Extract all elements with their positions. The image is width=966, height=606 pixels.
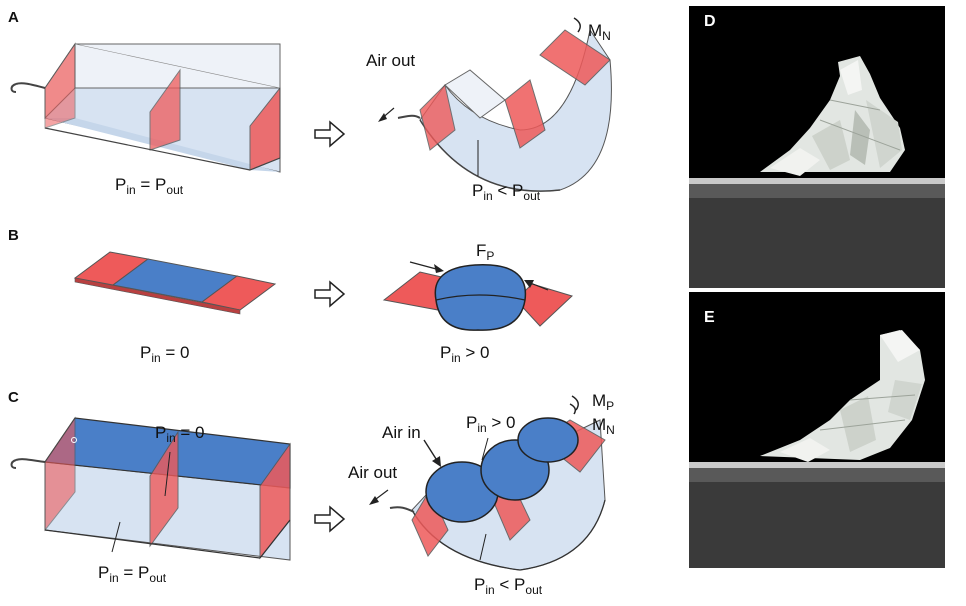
panel-a-moment-arrow-icon <box>573 17 581 33</box>
photo-e-actuator <box>760 330 925 462</box>
panel-a-moment-label: MN <box>588 21 611 43</box>
photo-e: E <box>689 292 945 568</box>
panel-c-top-equation: Pin = 0 <box>155 423 205 445</box>
panel-c-left-box <box>10 416 291 561</box>
photo-d-letter: D <box>704 13 716 30</box>
panel-c-bottom-equation: Pin = Pout <box>98 563 167 585</box>
panel-b-flat-strip <box>73 251 277 315</box>
panel-b-left-equation: Pin = 0 <box>140 343 190 365</box>
panel-b-right-equation: Pin > 0 <box>440 343 490 365</box>
panel-a-bent-actuator <box>378 28 612 192</box>
panel-a-arrow-icon <box>314 120 346 148</box>
panel-b-inflated-strip <box>382 261 573 331</box>
panel-c-letter: C <box>8 389 19 406</box>
panel-c-air-out-label: Air out <box>348 463 397 482</box>
photo-d: D <box>689 6 945 288</box>
photo-e-letter: E <box>704 309 715 326</box>
panel-c-bubble-equation: Pin > 0 <box>466 413 516 435</box>
panel-c-moment-n-label: MN <box>592 415 615 437</box>
panel-b-letter: B <box>8 227 19 244</box>
photo-d-actuator <box>760 56 905 176</box>
panel-b: B Pin = 0 FP Pin > 0 <box>8 227 573 365</box>
panel-a-letter: A <box>8 9 19 26</box>
panel-b-force-label: FP <box>476 241 494 263</box>
panel-a-air-out-label: Air out <box>366 51 415 70</box>
panel-c-right-equation: Pin < Pout <box>474 575 543 597</box>
panel-a-left-equation: Pin = Pout <box>115 175 184 197</box>
panel-c-moment-p-label: MP <box>592 391 614 413</box>
panel-c-air-in-label: Air in <box>382 423 421 442</box>
panel-c: C Pin = 0 Pin = Pout <box>8 389 615 597</box>
panel-a-right-equation: Pin < Pout <box>472 181 541 203</box>
panel-c-bent-actuator <box>369 417 606 571</box>
panel-b-arrow-icon <box>314 280 346 308</box>
panel-c-moment-arrow-icon <box>569 395 579 415</box>
panel-a-left-box <box>10 42 281 173</box>
panel-a: A Pin = Pout <box>8 9 612 203</box>
panel-c-arrow-icon <box>314 505 346 533</box>
